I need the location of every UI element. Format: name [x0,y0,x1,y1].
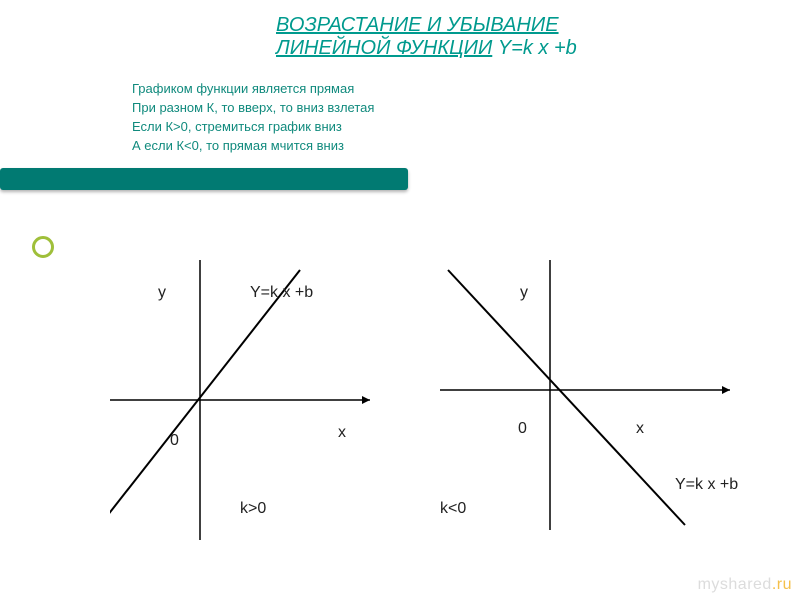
title-line2-tail: Y=k x +b [492,37,577,59]
decorative-bar [0,168,408,190]
title-line1: ВОЗРАСТАНИЕ И УБЫВАНИЕ [276,14,559,36]
graph-label-eq: Y=k x +b [675,476,738,494]
bullet-icon [32,236,54,258]
poem-line: А если К<0, то прямая мчится вниз [132,137,374,156]
graph-label-k: k>0 [240,500,266,518]
graph-left: y Y=k x +b x 0 k>0 [110,260,390,540]
graph-right: y 0 x Y=k x +b k<0 [440,260,740,540]
graph-label-x: x [338,424,346,442]
graph-label-zero: 0 [518,420,527,438]
poem-line: Если К>0, стремиться график вниз [132,118,374,137]
title-line2-underlined: ЛИНЕЙНОЙ ФУНКЦИИ [276,37,492,59]
poem-line: Графиком функции является прямая [132,80,374,99]
graph-label-k: k<0 [440,500,466,518]
graph-label-x: x [636,420,644,438]
graph-label-y: y [520,284,528,302]
graph-label-y: y [158,284,166,302]
watermark: myshared.ru [698,576,792,594]
slide-title: ВОЗРАСТАНИЕ И УБЫВАНИЕ ЛИНЕЙНОЙ ФУНКЦИИ … [276,14,577,60]
graph-label-eq: Y=k x +b [250,284,313,302]
watermark-accent: .ru [772,576,792,593]
poem-block: Графиком функции является прямаяПри разн… [132,80,374,155]
poem-line: При разном К, то вверх, то вниз взлетая [132,99,374,118]
watermark-text: myshared [698,576,772,593]
graph-label-zero: 0 [170,432,179,450]
graph-left-svg [110,260,390,540]
graph-right-svg [440,260,740,540]
